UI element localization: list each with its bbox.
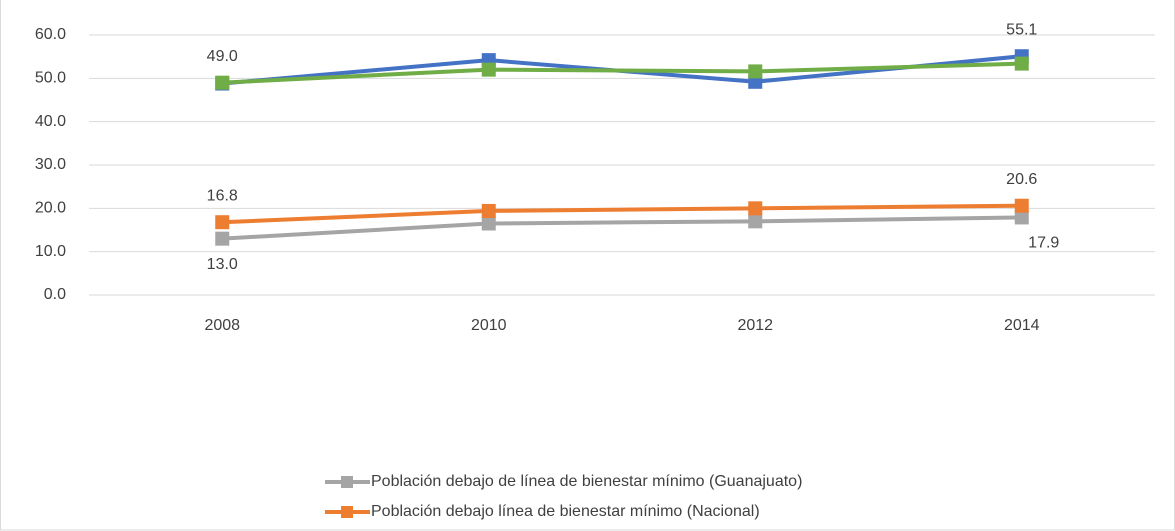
marker [215, 231, 230, 246]
legend-marker [341, 506, 353, 518]
marker [481, 62, 496, 77]
data-label: 17.9 [1028, 235, 1059, 252]
marker [215, 215, 230, 230]
legend-marker [341, 476, 353, 488]
x-tick-label: 2008 [204, 317, 240, 334]
marker [748, 201, 763, 216]
x-tick-label: 2010 [471, 317, 507, 334]
y-tick-label: 0.0 [44, 286, 66, 303]
marker [215, 75, 230, 90]
legend-label: Población debajo de línea de bienestar m… [371, 473, 802, 490]
legend-label: Población debajo línea de bienestar míni… [371, 503, 760, 520]
series-line [222, 215, 1022, 241]
marker [481, 216, 496, 231]
y-tick-label: 40.0 [35, 113, 66, 130]
data-label: 55.1 [1006, 21, 1037, 38]
y-tick-label: 30.0 [35, 156, 66, 173]
marker [748, 214, 763, 229]
marker [1014, 210, 1029, 225]
y-tick-label: 20.0 [35, 200, 66, 217]
series-line [222, 61, 1022, 85]
marker [748, 64, 763, 79]
x-tick-label: 2012 [737, 317, 773, 334]
y-tick-label: 10.0 [35, 243, 66, 260]
series-line [222, 203, 1022, 225]
data-label: 16.8 [207, 187, 238, 204]
marker [1014, 56, 1029, 71]
data-label: 13.0 [207, 256, 238, 273]
data-label: 49.0 [207, 48, 238, 65]
x-tick-label: 2014 [1004, 317, 1040, 334]
marker [1014, 198, 1029, 213]
y-tick-label: 60.0 [35, 26, 66, 43]
y-tick-label: 50.0 [35, 70, 66, 87]
marker [481, 203, 496, 218]
data-label: 20.6 [1006, 171, 1037, 188]
